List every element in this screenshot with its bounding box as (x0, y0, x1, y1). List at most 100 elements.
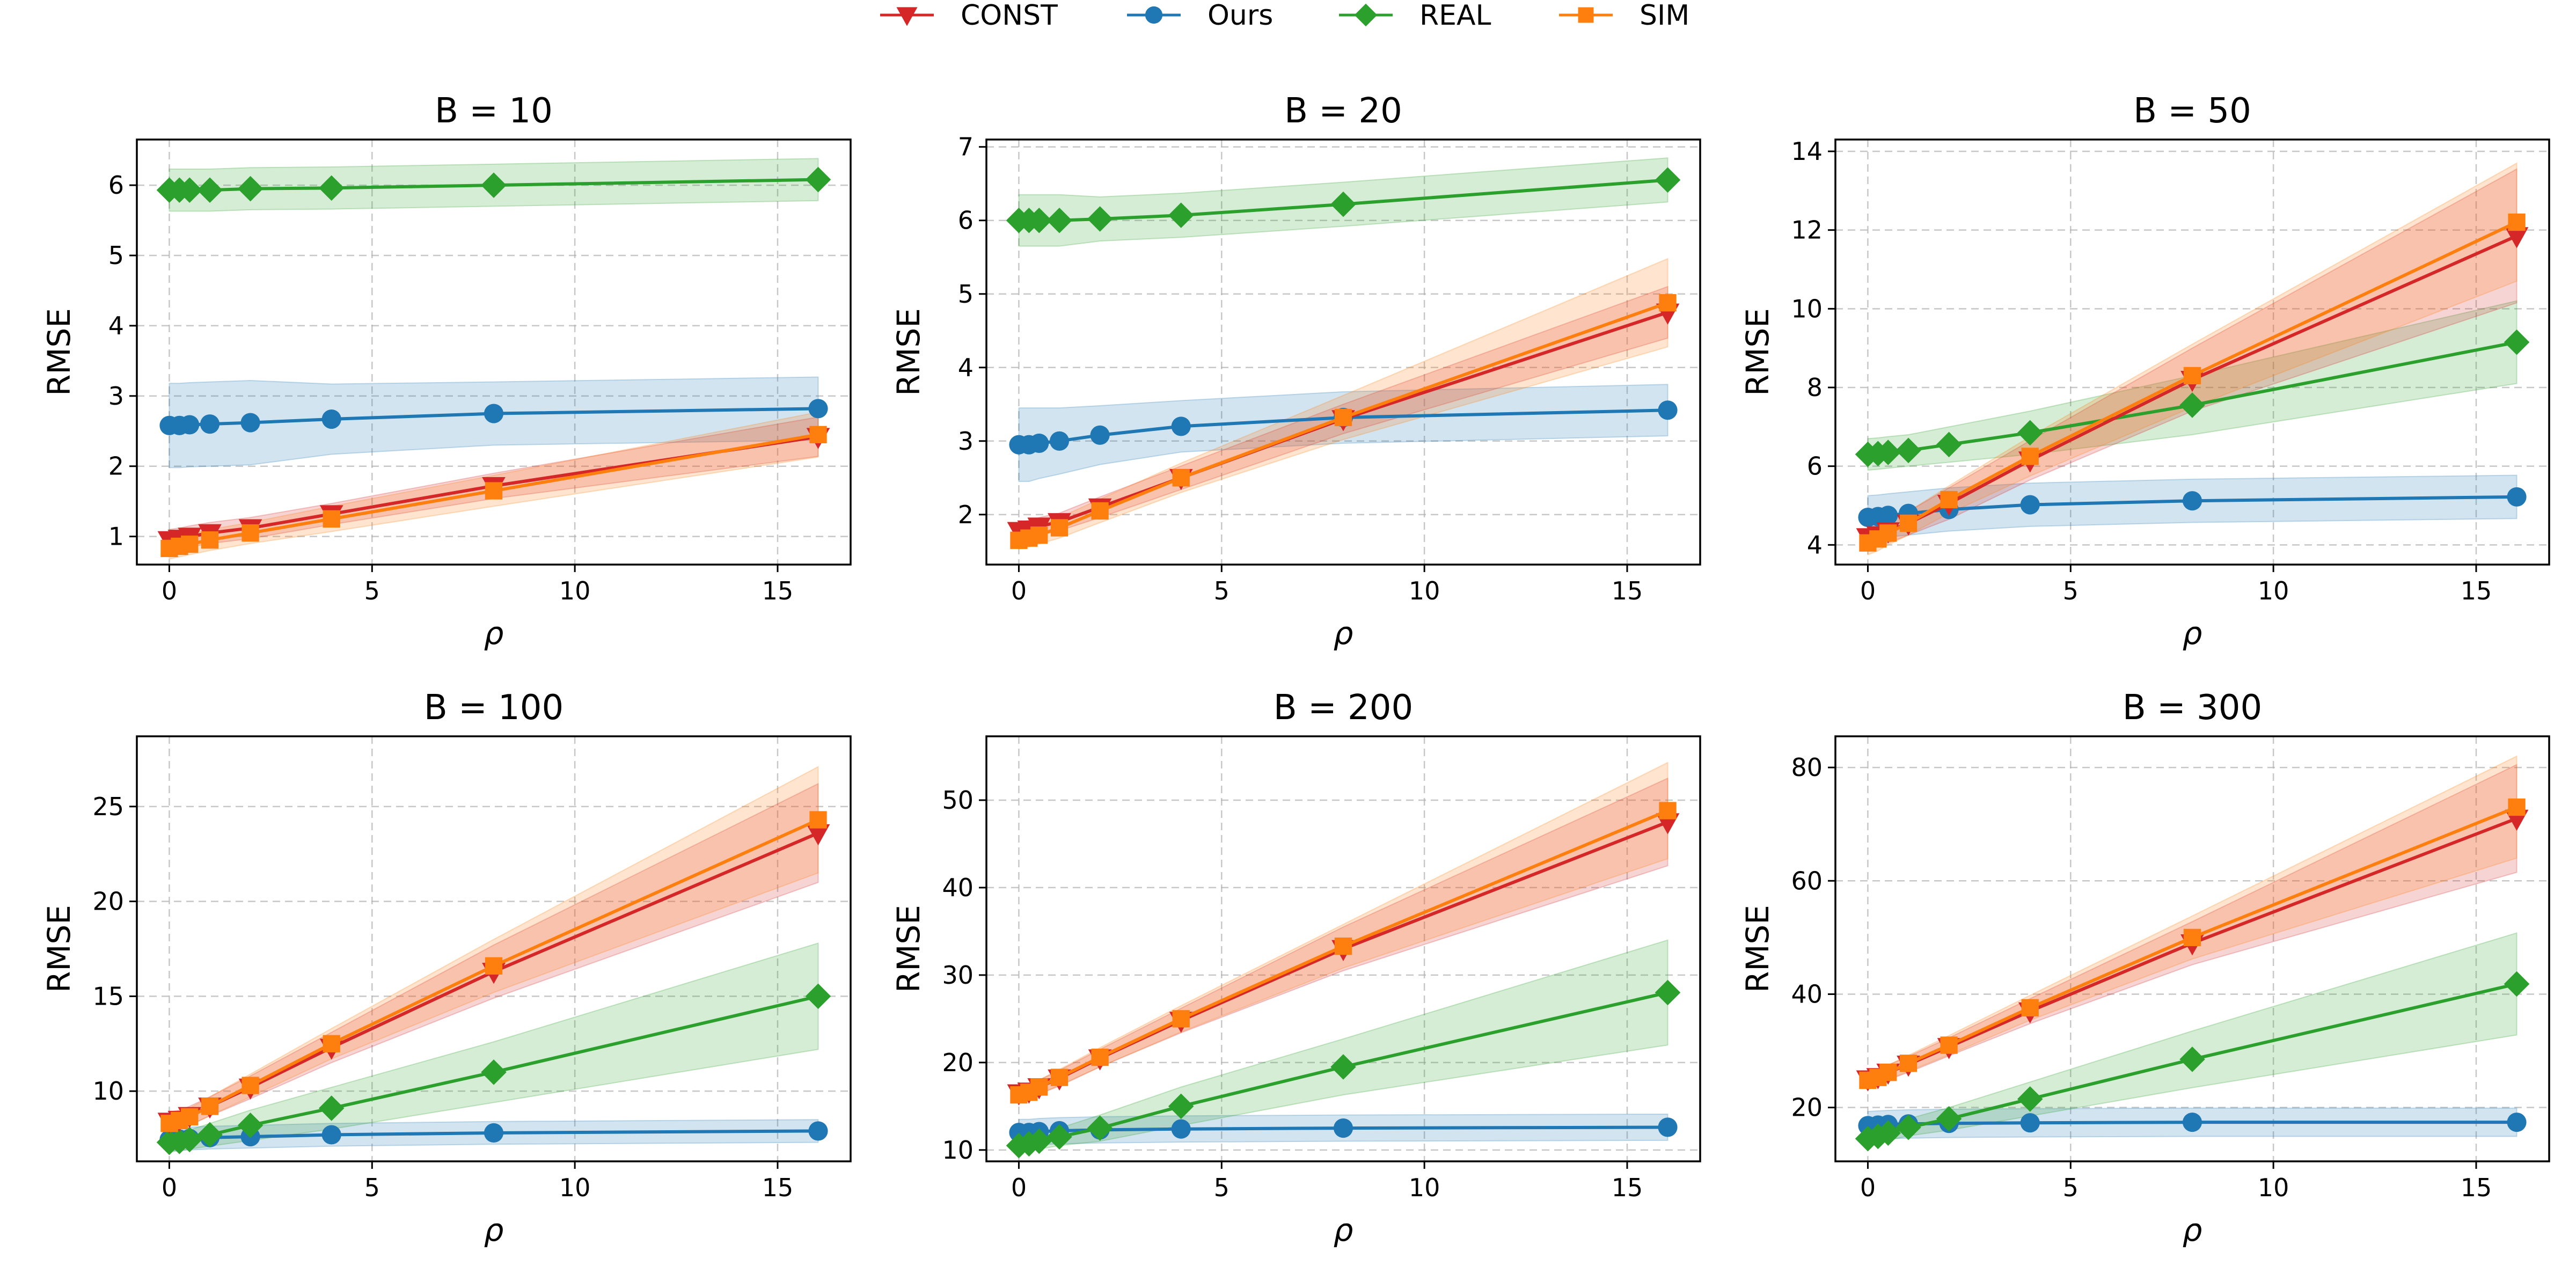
data-point-real (1026, 1128, 1052, 1154)
gridlines (137, 140, 851, 565)
data-point-sim (1334, 937, 1352, 955)
y-tick-label: 4 (958, 353, 974, 382)
gridlines (986, 736, 1700, 1161)
x-axis-label: ρ (2183, 615, 2202, 652)
y-tick-label: 6 (958, 206, 974, 235)
data-point-sim (181, 1108, 199, 1126)
legend-item-sim: SIM (1559, 0, 1689, 32)
data-point-sim (1091, 1048, 1109, 1066)
data-point-ours (808, 1121, 828, 1141)
legend-item-ours: Ours (1127, 0, 1273, 32)
panel-b-50: 0 5 10 15 4 6 8 10 12 14 B = 50 ρ RMSE (1739, 91, 2550, 652)
y-tick-label: 6 (1807, 452, 1823, 481)
x-axis-label: ρ (1334, 1212, 1353, 1248)
data-point-real (805, 983, 831, 1009)
y-tick-label: 6 (108, 171, 124, 200)
data-point-sim (1172, 1010, 1190, 1028)
panel-title: B = 50 (2133, 91, 2251, 131)
data-point-real (1046, 1124, 1072, 1150)
legend-item-real: REAL (1339, 0, 1491, 32)
data-point-sim (2021, 999, 2039, 1016)
y-tick-label: 2 (108, 452, 124, 481)
data-point-ours (321, 409, 341, 429)
data-point-sim (1899, 514, 1918, 532)
y-axis-label: RMSE (41, 905, 77, 993)
y-tick-label: 25 (92, 792, 124, 821)
data-point-real (2179, 1046, 2205, 1072)
data-point-real (1896, 437, 1921, 464)
data-point-real (1087, 1115, 1113, 1141)
legend-marker-real (1354, 3, 1378, 27)
legend: CONST Ours REAL SIM (880, 0, 1689, 32)
data-point-real (1046, 207, 1072, 233)
y-tick-label: 3 (958, 427, 974, 456)
y-tick-label: 30 (942, 961, 974, 990)
data-point-ours (1171, 416, 1191, 436)
legend-item-const: CONST (880, 0, 1058, 32)
data-point-sim (241, 1077, 259, 1094)
legend-label-sim: SIM (1640, 0, 1689, 32)
x-tick-label: 0 (1860, 576, 1876, 605)
data-point-ours (2020, 1113, 2040, 1133)
data-point-real (2179, 392, 2205, 418)
y-tick-label: 2 (958, 500, 974, 529)
x-tick-label: 0 (1011, 576, 1027, 605)
data-point-ours (2182, 491, 2202, 511)
data-point-real (1330, 191, 1356, 217)
y-axis-label: RMSE (1739, 308, 1776, 396)
data-point-real (2017, 420, 2043, 446)
legend-label-real: REAL (1419, 0, 1491, 32)
x-axis-label: ρ (1334, 615, 1353, 652)
panel-title: B = 300 (2123, 688, 2262, 728)
y-axis-label: RMSE (890, 308, 927, 396)
y-tick-label: 50 (942, 786, 974, 815)
y-axis-label: RMSE (41, 308, 77, 396)
data-point-ours (1049, 431, 1070, 451)
data-point-real (2504, 329, 2530, 355)
x-tick-label: 0 (1011, 1173, 1027, 1202)
legend-label-const: CONST (961, 0, 1058, 32)
data-point-real (318, 175, 345, 201)
data-point-real (318, 1095, 345, 1121)
data-point-ours (1090, 425, 1110, 445)
x-tick-label: 10 (1409, 576, 1440, 605)
data-point-ours (2182, 1113, 2202, 1132)
data-point-sim (241, 524, 259, 542)
plot-area (1006, 762, 1681, 1159)
plot-area (1006, 157, 1681, 550)
data-point-sim (1899, 1055, 1918, 1072)
data-point-sim (1940, 491, 1958, 509)
x-tick-label: 0 (1860, 1173, 1876, 1202)
data-point-real (1655, 979, 1681, 1006)
data-point-real (1936, 431, 1962, 458)
data-point-real (481, 172, 507, 198)
data-point-sim (2021, 448, 2039, 465)
panel-title: B = 100 (424, 688, 564, 728)
data-point-ours (1171, 1119, 1191, 1139)
x-tick-label: 10 (1409, 1173, 1440, 1202)
data-point-real (237, 175, 264, 202)
panel-b-10: 0 5 10 15 1 2 3 4 5 6 B = 10 ρ RMSE (41, 91, 852, 652)
data-point-ours (180, 415, 200, 435)
data-point-sim (1030, 526, 1048, 544)
data-point-real (2017, 1086, 2043, 1112)
data-point-real (1168, 1093, 1194, 1119)
data-point-ours (240, 413, 260, 433)
data-point-const (806, 824, 830, 846)
x-tick-label: 10 (559, 1173, 591, 1202)
data-point-real (1087, 206, 1113, 232)
data-point-sim (1940, 1036, 1958, 1054)
data-point-ours (1878, 506, 1898, 525)
data-point-ours (1658, 1117, 1678, 1137)
y-tick-label: 20 (92, 887, 124, 916)
data-point-real (805, 166, 831, 193)
x-tick-label: 5 (2063, 576, 2079, 605)
x-tick-label: 0 (162, 576, 177, 605)
y-tick-label: 80 (1791, 753, 1823, 782)
x-tick-label: 10 (2258, 576, 2289, 605)
gridlines (137, 736, 851, 1161)
data-point-sim (809, 426, 827, 443)
data-point-real (2504, 971, 2530, 997)
data-point-real (1875, 1120, 1901, 1146)
data-point-ours (808, 399, 828, 419)
